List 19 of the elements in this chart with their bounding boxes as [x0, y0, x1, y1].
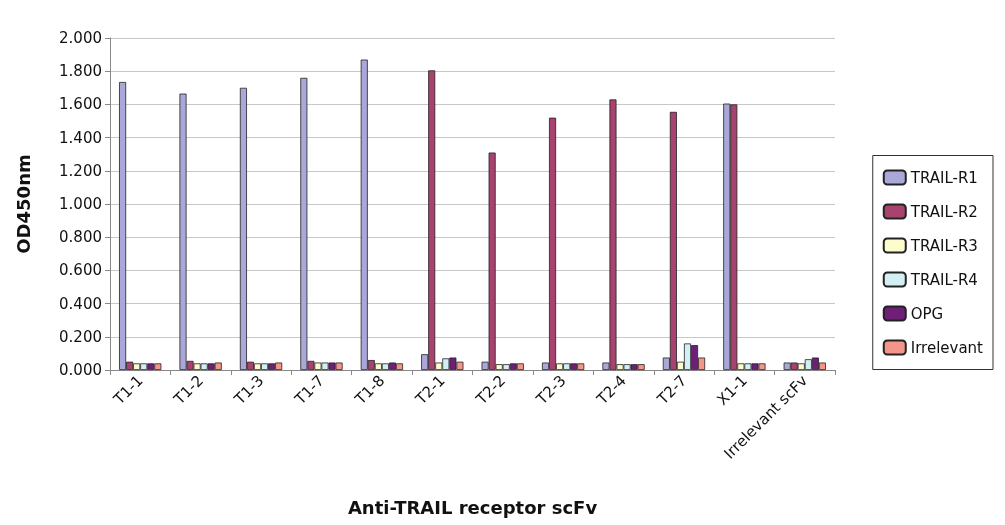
y-tick-label: 0.000	[59, 361, 102, 379]
y-tick-label: 1.600	[59, 95, 102, 114]
y-tick-label: 0.200	[59, 327, 102, 346]
y-tick-label: 1.200	[59, 161, 102, 180]
x-axis-title: Anti-TRAIL receptor scFv	[347, 496, 598, 518]
y-tick-label: 0.800	[59, 228, 102, 247]
y-tick-label: 1.400	[59, 128, 102, 147]
y-tick-label: 0.400	[59, 294, 102, 313]
y-tick-label: 0.600	[59, 261, 102, 280]
legend-label: OPG	[910, 304, 944, 323]
y-tick-label: 1.800	[59, 62, 102, 81]
y-tick-label: 1.000	[59, 195, 102, 213]
legend-label: TRAIL-R1	[909, 168, 978, 187]
y-tick-label: 2.000	[59, 29, 102, 47]
legend-label: TRAIL-R3	[909, 236, 978, 255]
legend-label: TRAIL-R4	[909, 270, 978, 289]
legend-label: TRAIL-R2	[909, 202, 978, 221]
legend-label: Irrelevant	[910, 338, 984, 357]
y-axis-title: OD450nm	[12, 154, 34, 254]
